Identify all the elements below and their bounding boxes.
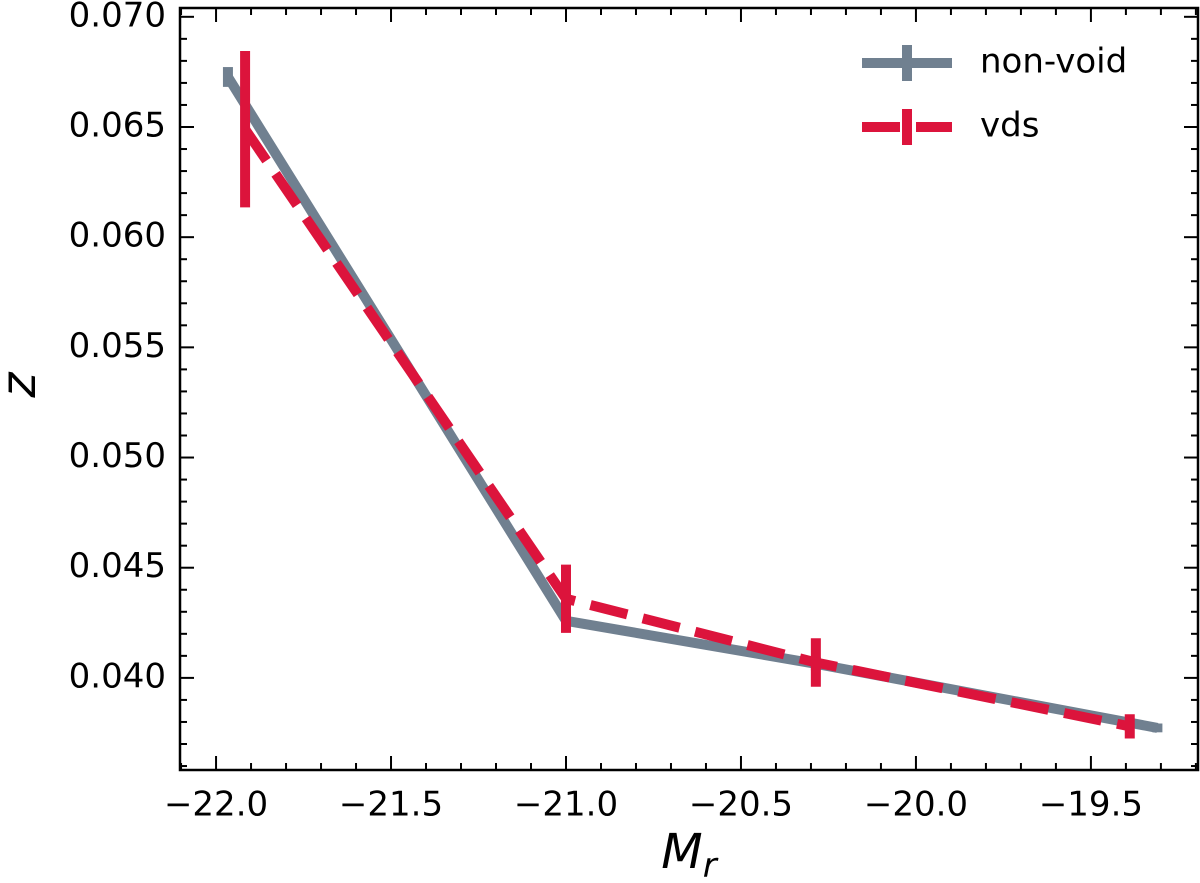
- y-tick-label: 0.060: [69, 216, 166, 256]
- y-tick-label: 0.055: [69, 326, 166, 366]
- y-tick-label: 0.045: [69, 546, 166, 586]
- x-tick-label: −19.5: [1039, 785, 1143, 825]
- x-axis-label: Mr: [661, 824, 718, 883]
- legend-label: non-void: [980, 42, 1127, 82]
- x-axis-label-main: M: [661, 824, 702, 880]
- y-axis-label: z: [0, 371, 47, 399]
- y-tick-label: 0.065: [69, 105, 166, 145]
- series-line: [223, 74, 1159, 733]
- y-tick-label: 0.070: [69, 0, 166, 35]
- plot-frame: [178, 6, 1200, 772]
- series-line: [240, 126, 1131, 732]
- x-tick-label: −21.5: [339, 785, 443, 825]
- legend-label: vds: [980, 106, 1039, 146]
- x-tick-label: −20.0: [864, 785, 968, 825]
- x-tick-label: −21.0: [514, 785, 618, 825]
- y-tick-label: 0.050: [69, 436, 166, 476]
- y-tick-label: 0.040: [69, 656, 166, 696]
- x-axis-label-sub: r: [703, 846, 719, 883]
- x-tick-label: −20.5: [689, 785, 793, 825]
- x-tick-label: −22.0: [164, 785, 268, 825]
